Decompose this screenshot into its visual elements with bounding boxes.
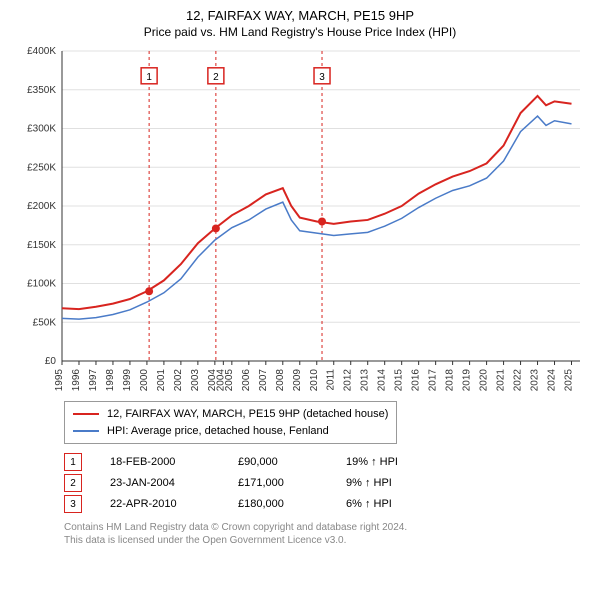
svg-text:2023: 2023	[530, 369, 541, 392]
svg-text:1998: 1998	[105, 369, 116, 392]
chart-svg: £0 £50K £100K £150K £200K £250K £300K £350K £400…	[12, 45, 588, 395]
sale-price: £90,000	[238, 452, 318, 473]
footer-line-2: This data is licensed under the Open Gov…	[64, 534, 588, 547]
svg-text:2021: 2021	[496, 369, 507, 392]
sale-badge: 1	[64, 453, 82, 471]
sale-price: £180,000	[238, 494, 318, 515]
svg-text:2: 2	[213, 72, 219, 83]
sale-row: 2 23-JAN-2004 £171,000 9% ↑ HPI	[64, 473, 588, 494]
footer-line-1: Contains HM Land Registry data © Crown c…	[64, 521, 588, 534]
svg-text:1997: 1997	[88, 369, 99, 392]
svg-text:2018: 2018	[445, 369, 456, 392]
legend-item: 12, FAIRFAX WAY, MARCH, PE15 9HP (detach…	[73, 406, 388, 423]
sale-badge: 2	[64, 474, 82, 492]
svg-text:2010: 2010	[309, 369, 320, 392]
svg-text:2012: 2012	[343, 369, 354, 392]
svg-text:2019: 2019	[462, 369, 473, 392]
svg-text:2014: 2014	[377, 369, 388, 392]
svg-text:1995: 1995	[54, 369, 65, 392]
svg-text:2000: 2000	[139, 369, 150, 392]
legend-label: 12, FAIRFAX WAY, MARCH, PE15 9HP (detach…	[107, 406, 388, 423]
svg-text:2024: 2024	[547, 369, 558, 392]
footer-attribution: Contains HM Land Registry data © Crown c…	[64, 521, 588, 547]
svg-text:£300K: £300K	[27, 124, 56, 135]
legend-item: HPI: Average price, detached house, Fenl…	[73, 423, 388, 440]
svg-text:2009: 2009	[292, 369, 303, 392]
svg-text:£100K: £100K	[27, 279, 56, 290]
svg-text:1: 1	[146, 72, 152, 83]
svg-text:2002: 2002	[173, 369, 184, 392]
svg-text:£350K: £350K	[27, 85, 56, 96]
price-chart: £0 £50K £100K £150K £200K £250K £300K £350K £400…	[12, 45, 588, 395]
svg-text:2001: 2001	[156, 369, 167, 392]
svg-text:2003: 2003	[190, 369, 201, 392]
sale-delta: 6% ↑ HPI	[346, 494, 392, 515]
legend-label: HPI: Average price, detached house, Fenl…	[107, 423, 329, 440]
svg-text:1999: 1999	[122, 369, 133, 392]
svg-text:2013: 2013	[360, 369, 371, 392]
svg-text:3: 3	[319, 72, 325, 83]
svg-text:1996: 1996	[71, 369, 82, 392]
svg-text:£150K: £150K	[27, 240, 56, 251]
chart-subtitle: Price paid vs. HM Land Registry's House …	[12, 25, 588, 39]
svg-text:2016: 2016	[411, 369, 422, 392]
svg-text:2020: 2020	[479, 369, 490, 392]
sale-row: 1 18-FEB-2000 £90,000 19% ↑ HPI	[64, 452, 588, 473]
svg-text:2025: 2025	[564, 369, 575, 392]
sale-date: 18-FEB-2000	[110, 452, 210, 473]
svg-text:2006: 2006	[241, 369, 252, 392]
svg-text:2005: 2005	[224, 369, 235, 392]
sale-date: 23-JAN-2004	[110, 473, 210, 494]
svg-text:£200K: £200K	[27, 201, 56, 212]
svg-text:£50K: £50K	[33, 317, 57, 328]
svg-text:2011: 2011	[326, 369, 337, 391]
legend-swatch	[73, 413, 99, 415]
chart-title: 12, FAIRFAX WAY, MARCH, PE15 9HP	[12, 8, 588, 23]
svg-text:£400K: £400K	[27, 46, 56, 57]
svg-text:2007: 2007	[258, 369, 269, 392]
svg-text:2008: 2008	[275, 369, 286, 392]
sale-delta: 19% ↑ HPI	[346, 452, 398, 473]
legend-swatch	[73, 430, 99, 432]
legend: 12, FAIRFAX WAY, MARCH, PE15 9HP (detach…	[64, 401, 397, 444]
sale-date: 22-APR-2010	[110, 494, 210, 515]
svg-text:£0: £0	[45, 356, 57, 367]
sale-delta: 9% ↑ HPI	[346, 473, 392, 494]
svg-text:2022: 2022	[513, 369, 524, 392]
sale-row: 3 22-APR-2010 £180,000 6% ↑ HPI	[64, 494, 588, 515]
svg-text:2015: 2015	[394, 369, 405, 392]
svg-text:£250K: £250K	[27, 162, 56, 173]
sale-price: £171,000	[238, 473, 318, 494]
sale-badge: 3	[64, 495, 82, 513]
svg-text:2017: 2017	[428, 369, 439, 392]
sales-list: 1 18-FEB-2000 £90,000 19% ↑ HPI 2 23-JAN-2004…	[64, 452, 588, 515]
